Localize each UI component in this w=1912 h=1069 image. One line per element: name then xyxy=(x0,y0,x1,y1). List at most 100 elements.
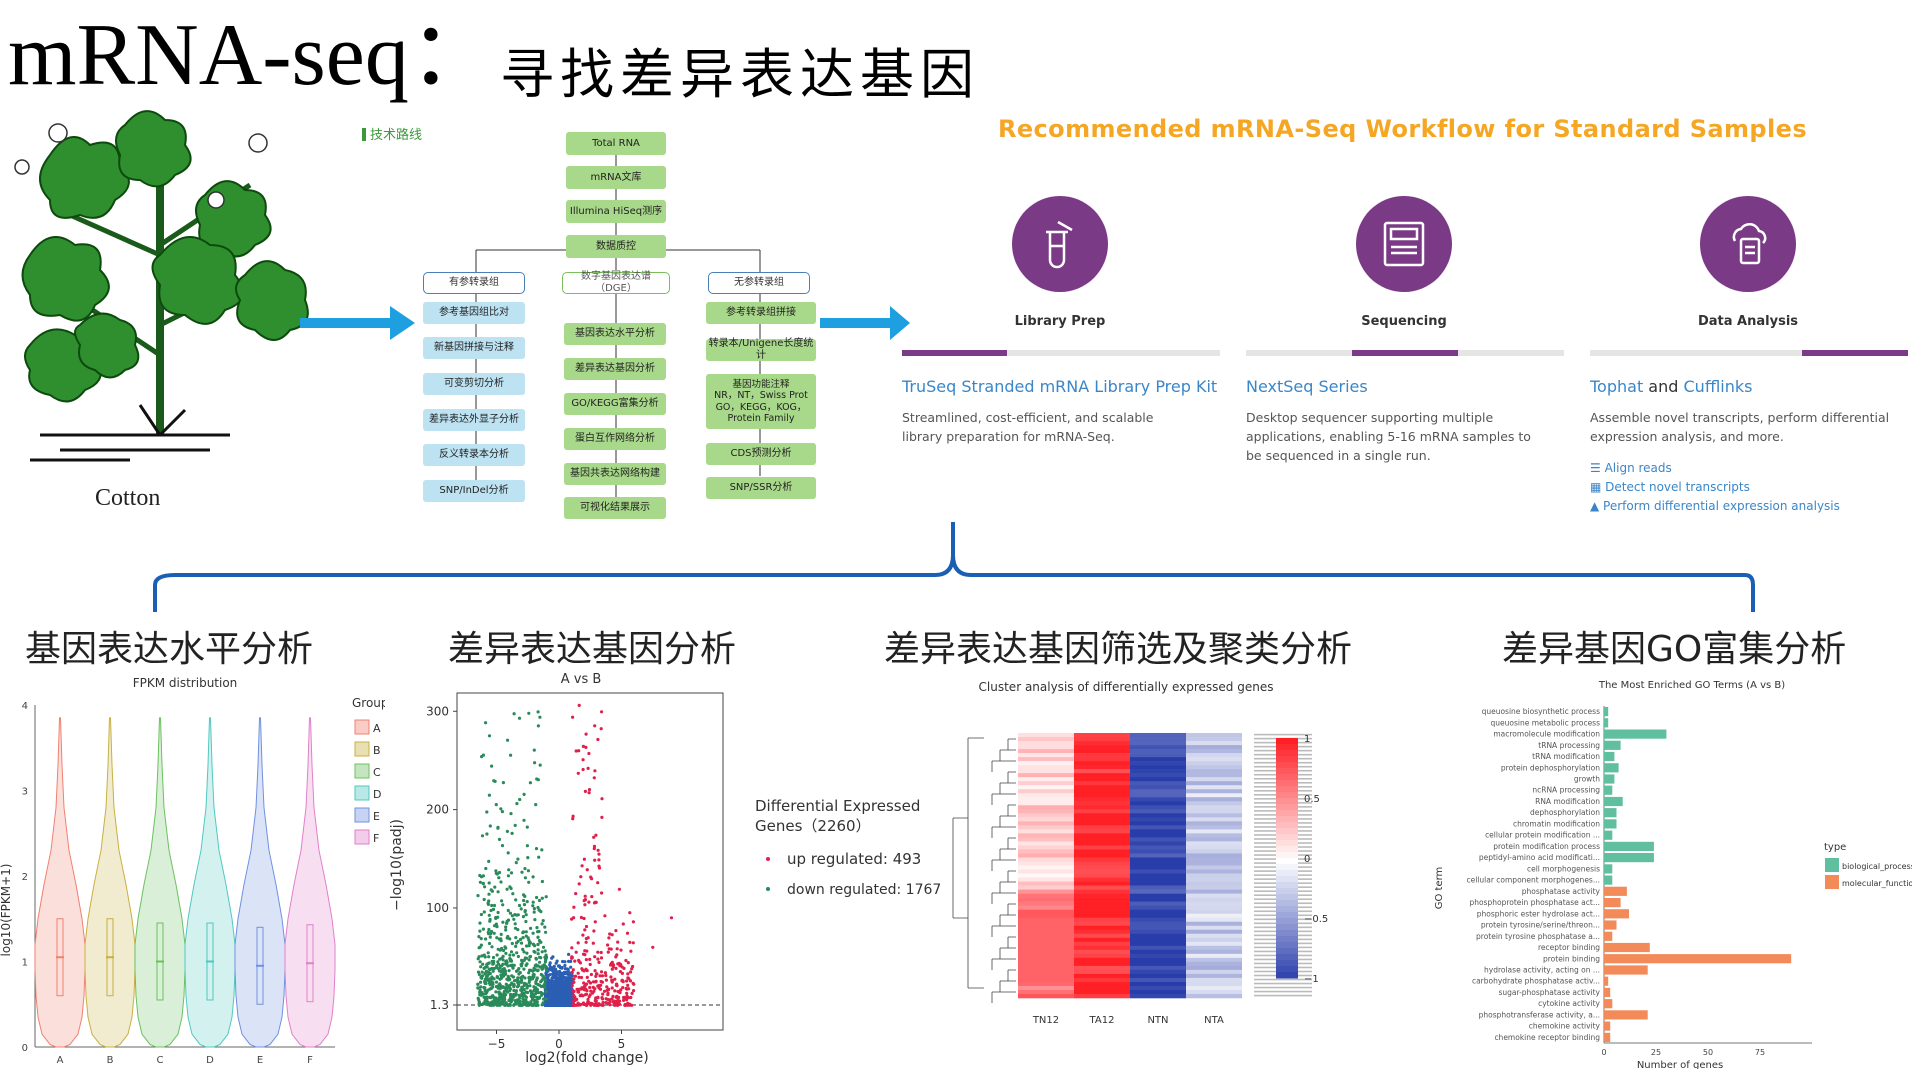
heatmap-cell xyxy=(1130,941,1186,947)
heatmap-cell xyxy=(1186,797,1242,802)
heatmap-cell xyxy=(1130,929,1186,935)
data-point xyxy=(536,948,540,952)
data-point xyxy=(500,899,504,903)
data-point xyxy=(492,931,496,935)
colorbar-segment xyxy=(1276,870,1298,877)
data-point xyxy=(560,988,564,992)
heatmap-cell xyxy=(1018,869,1074,874)
differential-expression-link[interactable]: ▲ Perform differential expression analys… xyxy=(1590,499,1840,513)
data-point xyxy=(593,955,597,959)
heatmap-cell xyxy=(1186,957,1242,963)
data-point xyxy=(624,986,628,991)
data-point xyxy=(489,979,493,983)
legend-bp: biological_process xyxy=(1842,862,1912,871)
data-point xyxy=(587,791,591,795)
data-point xyxy=(487,793,491,797)
data-point xyxy=(572,980,576,984)
data-point xyxy=(585,1003,589,1007)
go-term-label: carbohydrate phosphatase activ... xyxy=(1472,977,1600,986)
data-point xyxy=(510,993,514,997)
data-point xyxy=(629,970,633,974)
data-point xyxy=(499,807,503,811)
data-point xyxy=(540,879,544,884)
sequencer-icon xyxy=(1383,221,1425,267)
colorbar-segment xyxy=(1276,942,1298,949)
column-label: TA12 xyxy=(1089,1015,1115,1026)
branch-dge: 数字基因表达谱（DGE） xyxy=(562,271,670,294)
data-point xyxy=(626,961,630,965)
data-point xyxy=(535,976,539,980)
data-point xyxy=(585,868,589,872)
branch-reference: 有参转录组 xyxy=(423,272,525,294)
data-point xyxy=(492,995,496,1000)
data-point xyxy=(591,991,595,995)
x-tick-label: F xyxy=(307,1055,313,1066)
heatmap-cell xyxy=(1130,893,1186,898)
pipeline-step: 基因表达水平分析 xyxy=(564,323,666,345)
data-point xyxy=(499,932,503,936)
heatmap-cell xyxy=(1018,809,1074,814)
heatmap-cell xyxy=(1018,793,1074,798)
data-point xyxy=(589,972,593,977)
data-point xyxy=(525,956,529,960)
data-point xyxy=(551,968,555,972)
heatmap-cell xyxy=(1074,913,1130,918)
data-point xyxy=(540,896,544,900)
align-reads-link[interactable]: ☰ Align reads xyxy=(1590,461,1672,475)
data-point xyxy=(563,960,567,964)
data-point xyxy=(600,997,605,1001)
data-point xyxy=(593,724,597,728)
data-point xyxy=(517,903,522,908)
heatmap-cell xyxy=(1018,945,1074,951)
heatmap-cell xyxy=(1130,917,1186,923)
data-point xyxy=(517,967,521,971)
data-point xyxy=(498,977,502,981)
heatmap-cell xyxy=(1074,933,1130,939)
data-point xyxy=(522,950,526,954)
heatmap-cell xyxy=(1018,873,1074,878)
y-tick-label: 2 xyxy=(22,872,28,883)
data-point xyxy=(540,966,544,970)
data-point xyxy=(531,1003,535,1007)
data-point xyxy=(569,959,573,963)
go-bar xyxy=(1604,763,1619,773)
data-point xyxy=(508,997,512,1001)
pipeline-step: SNP/SSR分析 xyxy=(706,477,816,499)
go-term-label: chemokine activity xyxy=(1529,1022,1601,1031)
data-point xyxy=(531,942,536,946)
go-bar xyxy=(1604,954,1792,964)
data-point xyxy=(625,931,630,935)
heatmap-cell xyxy=(1186,769,1242,774)
data-point xyxy=(544,968,548,972)
data-point xyxy=(528,975,532,979)
heatmap-cell xyxy=(1186,845,1242,850)
heatmap-cell xyxy=(1018,961,1074,967)
data-point xyxy=(504,982,508,986)
data-point xyxy=(522,818,526,822)
truseq-link[interactable]: TruSeq Stranded mRNA Library Prep Kit xyxy=(902,377,1218,396)
tophat-link[interactable]: Tophat xyxy=(1590,377,1644,396)
data-point xyxy=(538,763,542,767)
gene-label-placeholder xyxy=(1254,994,1312,997)
heatmap-cell xyxy=(1074,781,1130,786)
cufflinks-link[interactable]: Cufflinks xyxy=(1683,377,1753,396)
colorbar-segment xyxy=(1276,888,1298,895)
heatmap-cell xyxy=(1074,789,1130,794)
detect-transcripts-link[interactable]: ▦ Detect novel transcripts xyxy=(1590,480,1750,494)
data-point xyxy=(593,969,597,973)
heatmap-cell xyxy=(1074,801,1130,806)
data-point xyxy=(497,876,501,880)
data-point xyxy=(541,1001,545,1005)
data-point xyxy=(512,985,516,989)
pipeline-step: 可视化结果展示 xyxy=(564,497,666,519)
data-point xyxy=(479,937,483,941)
heatmap-cell xyxy=(1074,757,1130,762)
heatmap-cell xyxy=(1186,901,1242,906)
data-point xyxy=(548,981,552,985)
data-point xyxy=(543,949,547,953)
data-point xyxy=(510,981,514,985)
heatmap-cell xyxy=(1130,745,1186,750)
data-point xyxy=(616,940,620,944)
nextseq-link[interactable]: NextSeq Series xyxy=(1246,377,1368,396)
data-point xyxy=(478,873,482,878)
